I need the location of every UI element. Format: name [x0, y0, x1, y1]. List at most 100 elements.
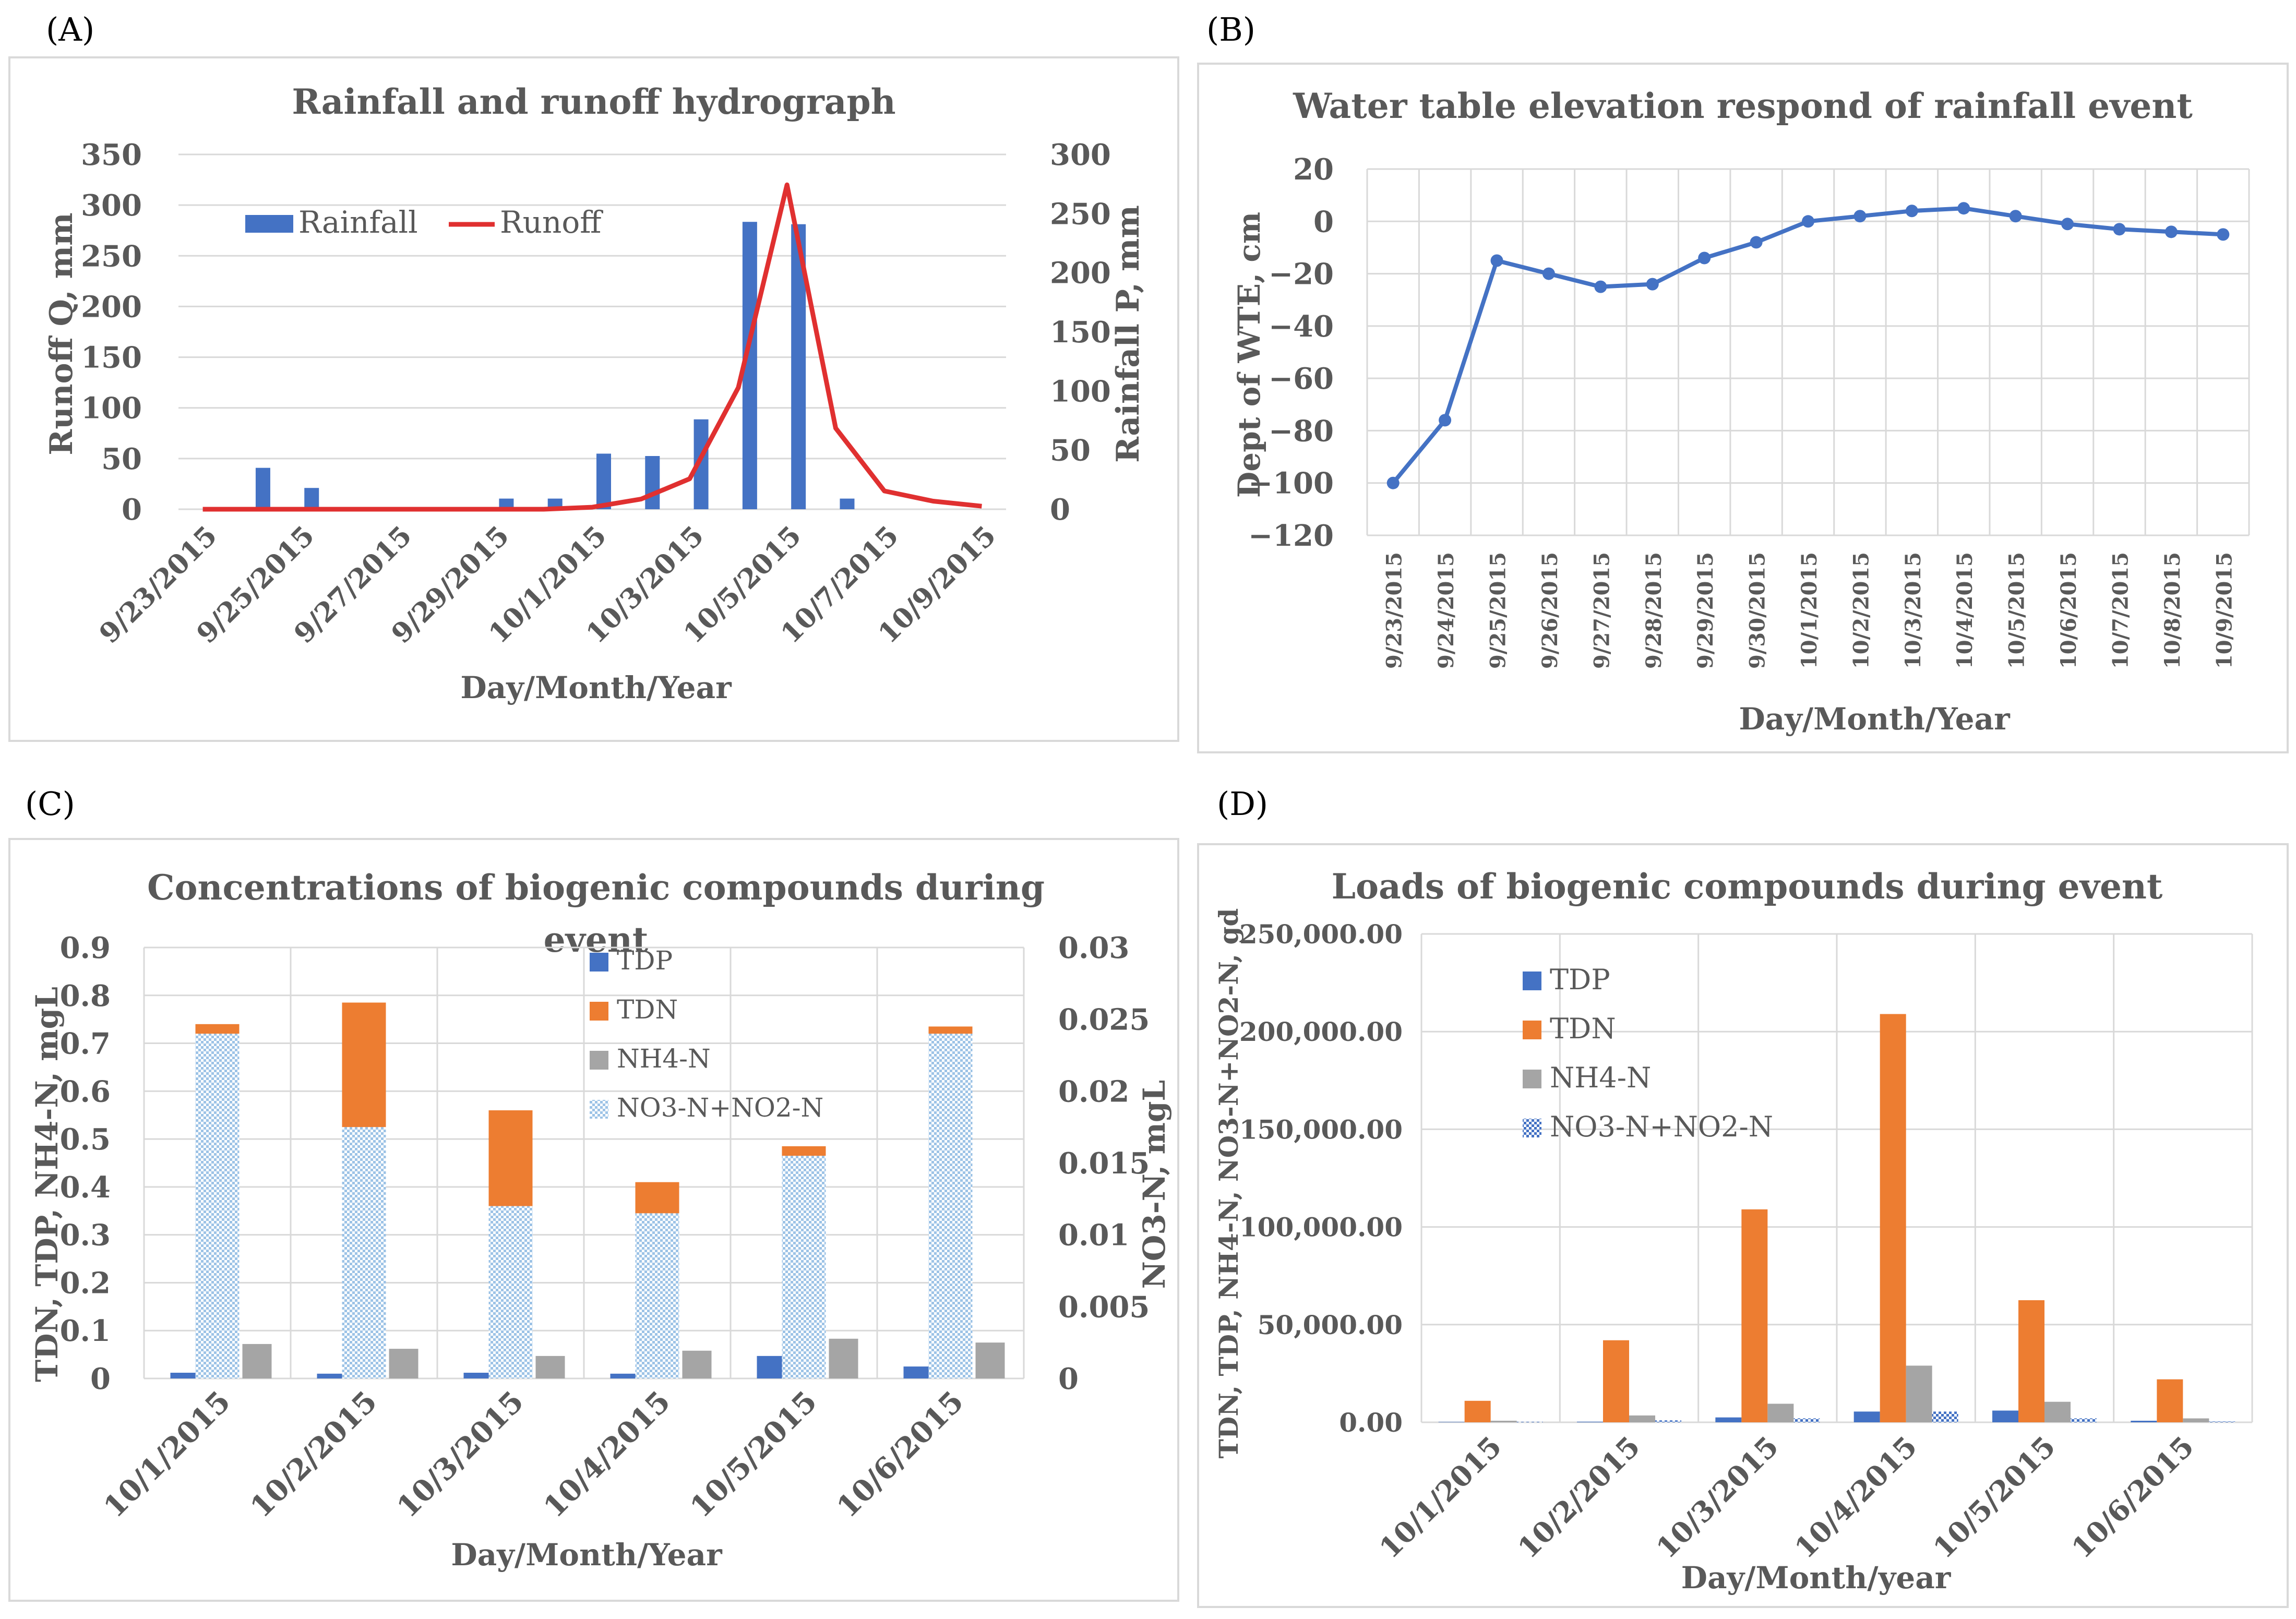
panel-label-b: (B) — [1206, 10, 1255, 49]
chart-b-gridlines — [1366, 168, 2250, 536]
bar-nh4 — [2044, 1401, 2071, 1422]
y-tick-label: 200 — [81, 290, 142, 324]
chart-d-legend: TDP TDN NH4-N NO3-N+NO2-N — [1523, 963, 1773, 1143]
y2-tick-label: 300 — [1050, 138, 1111, 172]
wte-point — [2113, 223, 2126, 236]
chart-b-y-axis-title: Dept of WTE, cm — [1231, 212, 1267, 498]
legend-swatch — [590, 953, 608, 972]
rainfall-bar — [255, 467, 270, 509]
bar-no3-no2 — [195, 1034, 240, 1378]
chart-a-x-axis-title: Day/Month/Year — [460, 670, 732, 705]
x-tick-label: 10/3/2015 — [1901, 552, 1926, 669]
chart-d-gridlines — [1420, 933, 2253, 1423]
y2-tick-label: 250 — [1050, 197, 1111, 231]
y2-tick-label: 0 — [1050, 493, 1070, 527]
bar-tdn — [1880, 1014, 1906, 1422]
y-tick-label: −60 — [1269, 362, 1334, 396]
y-tick-label: 150 — [81, 341, 142, 375]
legend-swatch — [590, 1002, 608, 1021]
wte-point — [2009, 210, 2022, 223]
bar-tdp — [317, 1373, 346, 1378]
bar-nh4 — [975, 1342, 1005, 1378]
x-tick-label: 10/9/2015 — [2212, 552, 2237, 669]
legend-swatch-rainfall — [245, 215, 293, 233]
wte-point — [2165, 225, 2178, 238]
legend-label: TDP — [1550, 963, 1610, 996]
y-tick-label: 20 — [1293, 152, 1334, 187]
legend-swatch — [1523, 1070, 1541, 1088]
y-tick-label: 350 — [81, 138, 142, 172]
chart-c-x-axis-title: Day/Month/Year — [451, 1537, 723, 1573]
chart-d-title: Loads of biogenic compounds during event — [1332, 866, 2163, 907]
wte-point — [1750, 236, 1763, 249]
bar-tdn — [2018, 1300, 2044, 1422]
y2-tick-label: 150 — [1050, 315, 1111, 350]
chart-c-title-line1: Concentrations of biogenic compounds dur… — [147, 867, 1045, 908]
legend-swatch — [1523, 1021, 1541, 1039]
bar-tdp — [1853, 1411, 1880, 1422]
y-tick-label: 50 — [101, 442, 142, 476]
y2-tick-label: 0.005 — [1058, 1290, 1150, 1324]
x-tick-label: 10/5/2015 — [2005, 552, 2029, 669]
bar-no3-no2 — [2071, 1418, 2097, 1422]
chart-b-x-axis-title: Day/Month/Year — [1739, 701, 2011, 737]
bar-no3-no2 — [1793, 1418, 1820, 1422]
legend-label: TDN — [617, 994, 678, 1025]
bar-nh4 — [1629, 1415, 1655, 1422]
legend-label: NO3-N+NO2-N — [1550, 1110, 1773, 1143]
x-tick-label: 10/4/2015 — [1953, 552, 1977, 669]
wte-point — [2061, 218, 2074, 231]
y2-tick-label: 200 — [1050, 256, 1111, 291]
bar-no3-no2 — [488, 1206, 533, 1378]
bar-nh4 — [1490, 1421, 1517, 1422]
y-tick-label: −40 — [1269, 309, 1334, 344]
y-tick-label: 0 — [122, 493, 142, 527]
x-tick-label: 9/28/2015 — [1642, 552, 1666, 669]
y-tick-label: 100 — [81, 391, 142, 426]
wte-point — [1646, 278, 1659, 291]
bar-nh4 — [242, 1344, 272, 1378]
y-tick-label: 0.3 — [60, 1218, 111, 1253]
chart-b-title: Water table elevation respond of rainfal… — [1293, 86, 2193, 126]
chart-c-y2-tick-labels: 0 0.005 0.01 0.015 0.02 0.025 0.03 — [1058, 931, 1150, 1396]
chart-a-y-tick-labels: 0 50 100 150 200 250 300 350 — [81, 138, 142, 527]
bar-tdp — [170, 1372, 200, 1378]
chart-d-y-tick-labels: 0.00 50,000.00 100,000.00 150,000.00 200,000… — [1239, 919, 1403, 1438]
bar-tdp — [1992, 1410, 2018, 1422]
y2-tick-label: 0.02 — [1058, 1074, 1129, 1109]
rainfall-bar — [645, 456, 660, 509]
panel-label-c: (C) — [25, 785, 75, 823]
chart-c-bars — [170, 1002, 1005, 1378]
y-tick-label: 250 — [81, 239, 142, 273]
bar-nh4 — [1767, 1404, 1794, 1422]
bar-nh4 — [1906, 1365, 1932, 1422]
legend-label-rainfall: Rainfall — [298, 205, 418, 240]
chart-d-bars — [1438, 1014, 2235, 1422]
x-tick-label: 9/27/2015 — [1589, 552, 1614, 669]
panel-label-d: (D) — [1217, 785, 1268, 823]
x-tick-label: 10/2/2015 — [1849, 552, 1873, 669]
x-tick-label: 9/30/2015 — [1745, 552, 1770, 669]
chart-d-y-axis-title: TDN, TDP, NH4-N, NO3-N+NO2-N, gd — [1213, 908, 1244, 1459]
bar-no3-no2 — [1932, 1411, 1958, 1422]
y-tick-label: 150,000.00 — [1239, 1114, 1403, 1145]
y-tick-label: 0.6 — [60, 1074, 111, 1109]
y2-tick-label: 0.03 — [1058, 931, 1129, 965]
chart-b-frame — [1197, 63, 2289, 753]
bar-nh4 — [2183, 1418, 2209, 1422]
bar-tdn — [1741, 1209, 1768, 1422]
x-tick-label: 10/1/2015 — [1797, 552, 1822, 669]
chart-b-y-tick-labels: −120 −100 −80 −60 −40 −20 0 20 — [1248, 152, 1334, 553]
bar-nh4 — [389, 1349, 418, 1378]
wte-point — [2217, 228, 2230, 241]
legend-swatch — [590, 1100, 608, 1119]
y-tick-label: −100 — [1248, 466, 1334, 501]
chart-c-gridlines — [143, 946, 1025, 1380]
y-tick-label: 300 — [81, 188, 142, 223]
legend-label: NO3-N+NO2-N — [617, 1093, 823, 1123]
chart-a-rainfall-bars — [255, 222, 855, 509]
wte-point — [1490, 254, 1503, 267]
chart-a-title: Rainfall and runoff hydrograph — [292, 81, 895, 122]
chart-a-y-axis-title: Runoff Q, mm — [43, 212, 80, 455]
